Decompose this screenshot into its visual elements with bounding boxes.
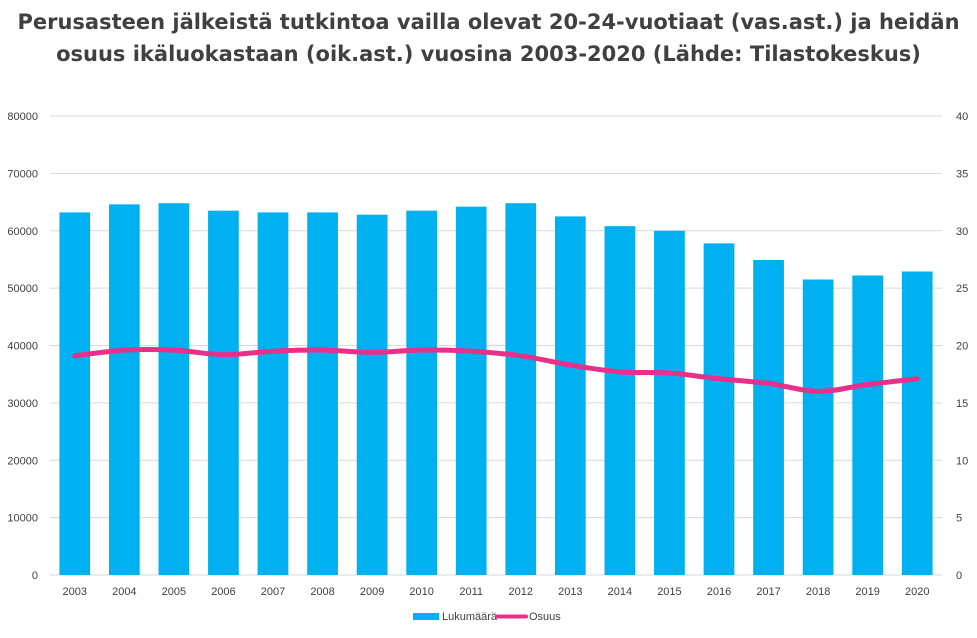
- left-tick-label: 60000: [7, 226, 38, 238]
- right-tick-label: 35: [956, 168, 968, 180]
- x-tick-label: 2004: [112, 586, 136, 598]
- x-tick-label: 2016: [707, 586, 731, 598]
- left-tick-label: 70000: [7, 168, 38, 180]
- x-tick-label: 2018: [806, 586, 830, 598]
- osuus-line: [72, 346, 920, 394]
- x-tick-label: 2020: [905, 586, 929, 598]
- bar: [753, 260, 784, 575]
- right-tick-label: 10: [956, 455, 968, 467]
- x-tick-label: 2006: [211, 586, 235, 598]
- bar: [604, 226, 636, 575]
- left-tick-label: 10000: [7, 513, 38, 525]
- left-tick-label: 40000: [7, 341, 38, 353]
- bar: [901, 271, 933, 575]
- bar: [208, 210, 239, 575]
- legend-swatch-lukumaara: [413, 613, 439, 620]
- x-tick-label: 2013: [558, 586, 582, 598]
- x-tick-label: 2012: [509, 586, 533, 598]
- bar: [802, 279, 834, 575]
- bar: [307, 212, 338, 575]
- legend-label-osuus: Osuus: [529, 611, 561, 623]
- right-tick-label: 40: [956, 111, 968, 123]
- legend-label-lukumaara: Lukumäärä: [442, 611, 498, 623]
- x-tick-label: 2003: [63, 586, 87, 598]
- right-tick-label: 5: [956, 513, 962, 525]
- right-tick-label: 0: [956, 570, 962, 582]
- left-axis-tick-labels: 0 10000 20000 30000 40000 50000 60000 70000 8000…: [7, 111, 38, 582]
- x-tick-label: 2014: [608, 586, 632, 598]
- left-tick-label: 20000: [7, 455, 38, 467]
- x-tick-label: 2019: [855, 586, 879, 598]
- x-tick-label: 2008: [310, 586, 334, 598]
- right-tick-label: 25: [956, 283, 968, 295]
- legend: Lukumäärä Osuus: [413, 611, 561, 623]
- left-tick-label: 80000: [7, 111, 38, 123]
- right-tick-label: 20: [956, 341, 968, 353]
- bar-series-lukumaara: [59, 203, 933, 576]
- bar: [703, 243, 735, 575]
- chart-title: Perusasteen jälkeistä tutkintoa vailla o…: [17, 10, 960, 66]
- x-tick-label: 2007: [261, 586, 285, 598]
- bar: [59, 212, 91, 575]
- bar: [455, 206, 487, 575]
- x-tick-label: 2010: [409, 586, 433, 598]
- bar: [554, 216, 586, 575]
- bar: [356, 214, 388, 575]
- x-tick-label: 2015: [657, 586, 681, 598]
- left-tick-label: 30000: [7, 398, 38, 410]
- gridlines: [50, 115, 942, 576]
- bar: [406, 210, 438, 575]
- bar: [158, 203, 190, 575]
- left-tick-label: 0: [32, 570, 38, 582]
- x-tick-label: 2005: [162, 586, 186, 598]
- x-tick-label: 2017: [756, 586, 780, 598]
- right-tick-label: 30: [956, 226, 968, 238]
- right-tick-label: 15: [956, 398, 968, 410]
- right-axis-tick-labels: 0 5 10 15 20 25 30 35 40: [956, 111, 968, 582]
- bar: [108, 204, 140, 576]
- x-tick-label: 2011: [459, 586, 483, 598]
- x-tick-label: 2009: [360, 586, 384, 598]
- bar: [505, 203, 537, 575]
- bar: [257, 212, 289, 575]
- bar: [852, 275, 884, 575]
- left-tick-label: 50000: [7, 283, 38, 295]
- x-axis-tick-labels: 2003 2004 2005 2006 2007 2008 2009 2010 2011 2012…: [63, 586, 930, 598]
- line-series-osuus: [72, 346, 920, 394]
- bar: [654, 230, 685, 575]
